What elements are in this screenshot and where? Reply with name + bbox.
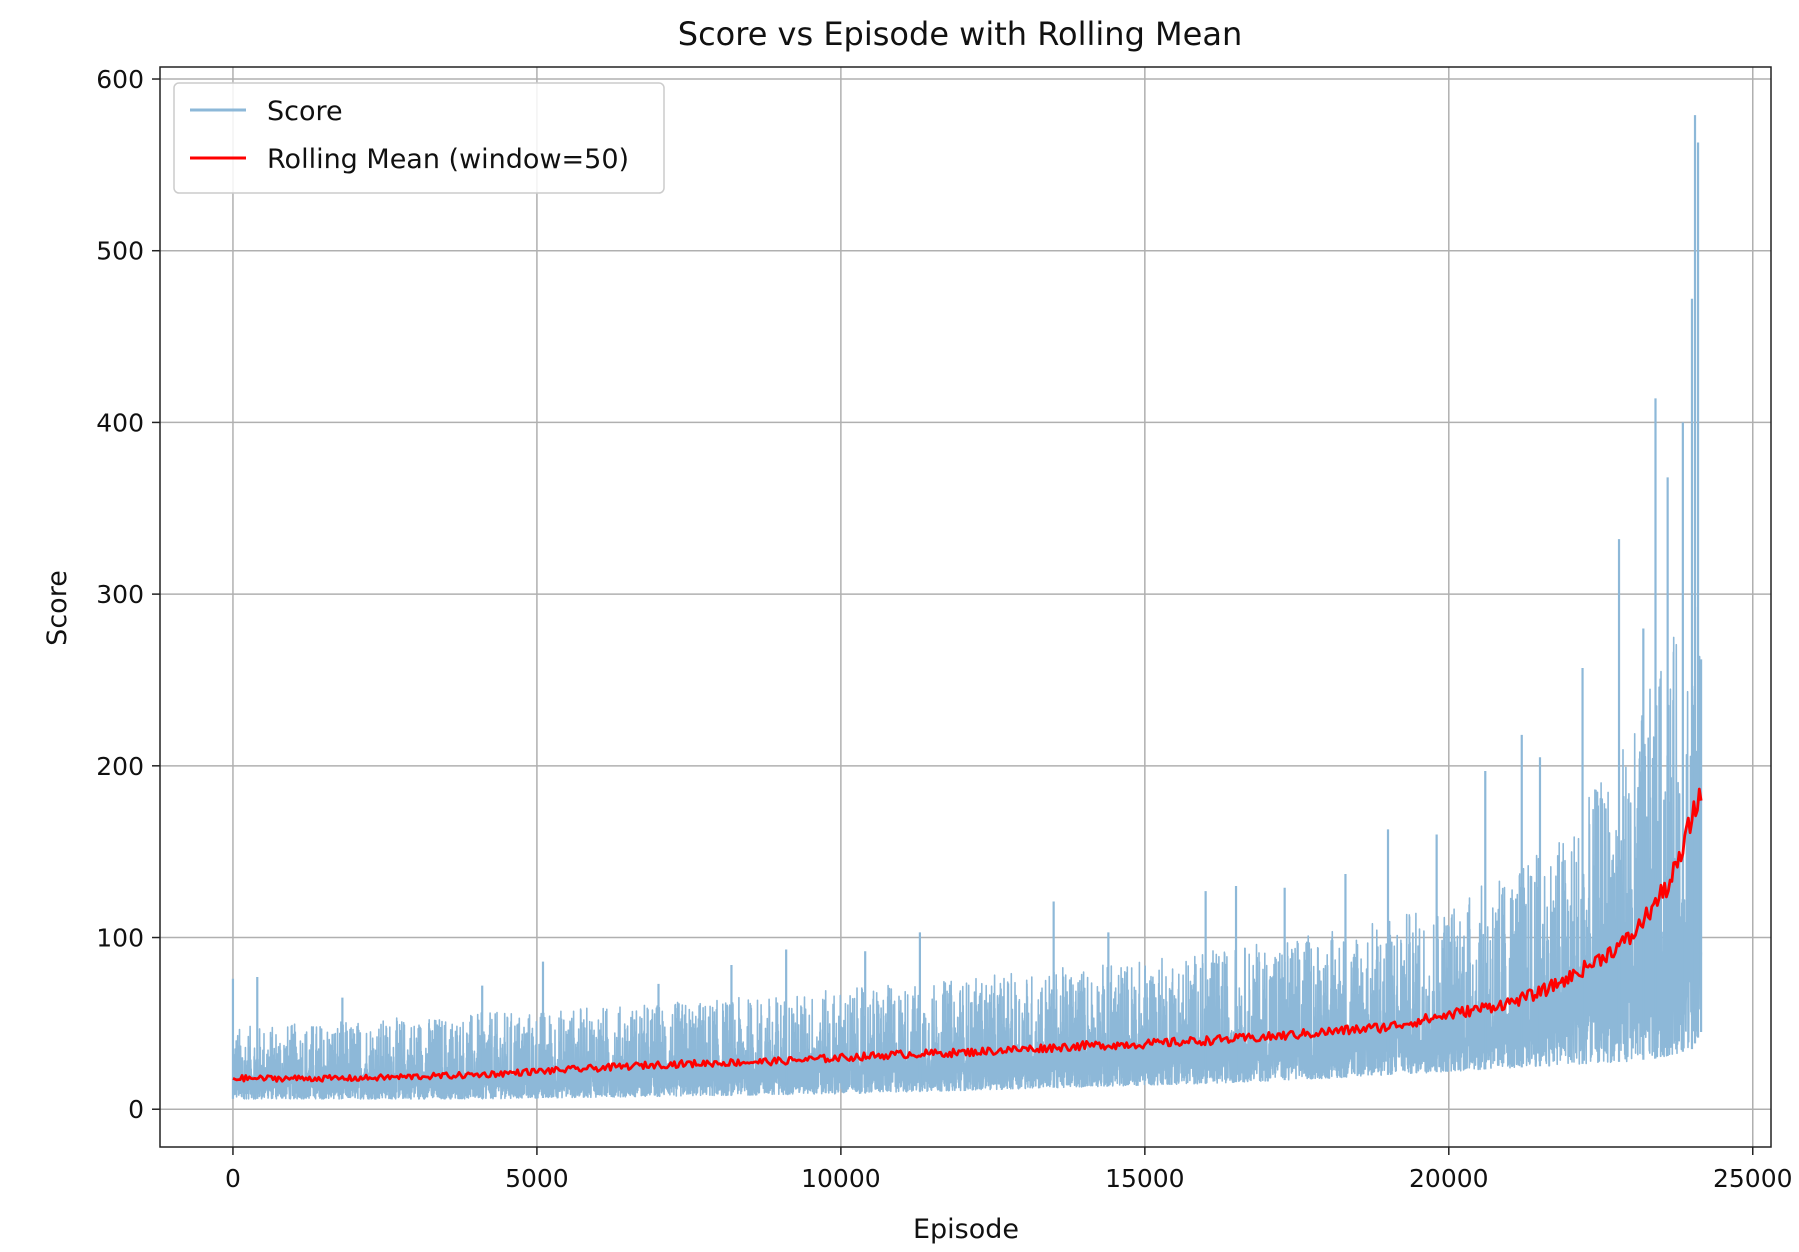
- grid: [160, 67, 1771, 1147]
- legend-label-rolling-mean: Rolling Mean (window=50): [267, 144, 629, 175]
- y-tick-label: 0: [128, 1095, 144, 1124]
- x-tick-label: 10000: [801, 1164, 881, 1193]
- plot-frame: [159, 66, 1772, 1148]
- chart-title: Score vs Episode with Rolling Mean: [678, 15, 1242, 53]
- y-ticks: 0 100 200 300 400 500 600: [96, 65, 160, 1124]
- x-tick-label: 25000: [1713, 1164, 1793, 1193]
- score-series-line: [232, 606, 1703, 1100]
- x-tick-label: 15000: [1105, 1164, 1185, 1193]
- y-axis-label: Score: [42, 570, 73, 646]
- y-tick-label: 400: [96, 408, 144, 437]
- rolling-mean-series-line: [232, 787, 1703, 1083]
- x-axis-label: Episode: [913, 1214, 1019, 1245]
- y-tick-label: 600: [96, 65, 144, 94]
- y-tick-label: 300: [96, 580, 144, 609]
- x-tick-label: 0: [225, 1164, 241, 1193]
- x-tick-label: 5000: [505, 1164, 569, 1193]
- legend: Score Rolling Mean (window=50): [173, 82, 665, 194]
- y-tick-label: 200: [96, 752, 144, 781]
- x-tick-label: 20000: [1409, 1164, 1489, 1193]
- y-tick-label: 500: [96, 237, 144, 266]
- legend-box: [173, 82, 665, 194]
- legend-label-score: Score: [267, 96, 343, 127]
- y-tick-label: 100: [96, 924, 144, 953]
- x-ticks: 0 5000 10000 15000 20000 25000: [225, 1147, 1793, 1193]
- series-layer: [231, 115, 1703, 1100]
